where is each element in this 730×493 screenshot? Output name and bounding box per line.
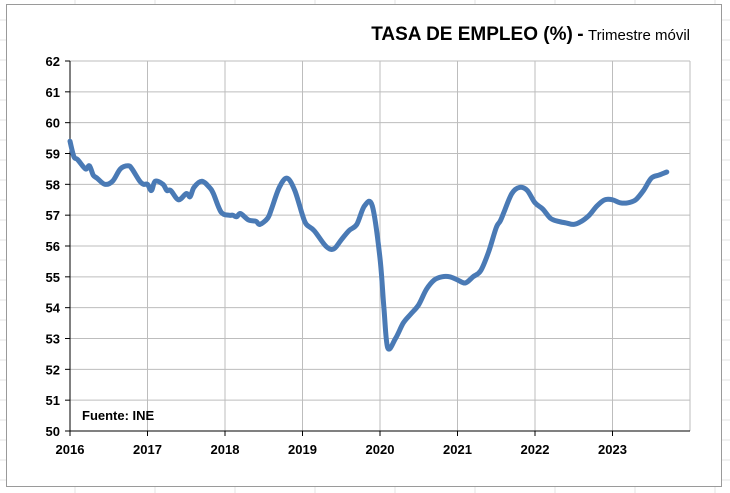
y-tick-label: 55 xyxy=(46,270,60,285)
chart-title-separator: - xyxy=(577,24,584,45)
y-tick-label: 53 xyxy=(46,332,60,347)
y-tick-label: 58 xyxy=(46,177,60,192)
x-tick-label: 2021 xyxy=(443,442,472,457)
y-tick-label: 62 xyxy=(46,54,60,69)
chart-title-main: TASA DE EMPLEO (%) xyxy=(371,24,573,45)
y-tick-label: 51 xyxy=(46,393,60,408)
x-tick-label: 2023 xyxy=(598,442,627,457)
chart-subtitle: Trimestre móvil xyxy=(588,27,690,44)
y-tick-label: 57 xyxy=(46,208,60,223)
y-tick-label: 52 xyxy=(46,362,60,377)
y-tick-label: 59 xyxy=(46,147,60,162)
x-tick-label: 2016 xyxy=(56,442,85,457)
x-axis: 2016 2017 2018 2019 2020 2021 2022 2023 xyxy=(56,430,690,457)
y-tick-label: 54 xyxy=(46,301,61,316)
y-tick-label: 56 xyxy=(46,239,60,254)
y-tick-label: 50 xyxy=(46,424,60,439)
x-tick-label: 2017 xyxy=(133,442,162,457)
x-tick-label: 2022 xyxy=(521,442,550,457)
chart-title: TASA DE EMPLEO (%) - Trimestre móvil xyxy=(371,24,690,46)
y-axis: 50 51 52 53 54 55 56 57 58 59 60 61 62 xyxy=(46,54,71,439)
y-tick-label: 61 xyxy=(46,85,60,100)
x-tick-label: 2020 xyxy=(366,442,395,457)
y-tick-label: 60 xyxy=(46,116,60,131)
series-line-tasa-de-empleo xyxy=(67,138,670,352)
x-tick-label: 2019 xyxy=(288,442,317,457)
x-tick-label: 2018 xyxy=(211,442,240,457)
source-note: Fuente: INE xyxy=(82,408,155,423)
series-layer xyxy=(67,138,670,352)
